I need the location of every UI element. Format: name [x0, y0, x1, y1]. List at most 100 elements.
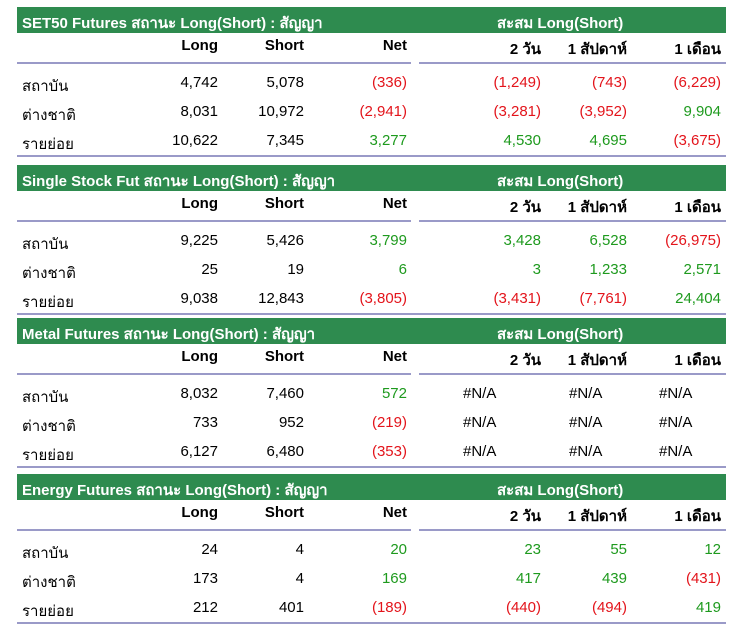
cell-short: 5,426: [266, 232, 304, 249]
column-header-net: Net: [382, 504, 407, 521]
row-label: สถาบัน: [22, 78, 69, 95]
cell-net: 3,277: [369, 132, 407, 149]
column-header-short: Short: [264, 37, 304, 54]
cell-net: 6: [398, 261, 407, 278]
row-label: ต่างชาติ: [22, 418, 76, 435]
column-header-net: Net: [382, 348, 407, 365]
column-header-d2: 2 วัน: [509, 199, 541, 216]
cell-d2: #N/A: [463, 385, 497, 402]
column-header-d2: 2 วัน: [509, 508, 541, 525]
table-row: สถาบัน 8,032 7,460 572 #N/A #N/A #N/A: [17, 381, 726, 409]
row-label: สถาบัน: [22, 236, 69, 253]
column-header-w1: 1 สัปดาห์: [567, 41, 627, 58]
cell-w1: #N/A: [569, 414, 603, 431]
cell-short: 4: [295, 570, 304, 587]
table-row: ต่างชาติ 733 952 (219) #N/A #N/A #N/A: [17, 410, 726, 438]
column-header-w1: 1 สัปดาห์: [567, 508, 627, 525]
header-rule-right: [419, 220, 726, 222]
cell-m1: (6,229): [673, 74, 721, 91]
column-header-w1: 1 สัปดาห์: [567, 199, 627, 216]
bottom-rule: [17, 313, 726, 315]
cell-d2: (1,249): [493, 74, 541, 91]
cell-d2: (3,281): [493, 103, 541, 120]
cell-net: (219): [371, 414, 407, 431]
cell-d2: #N/A: [463, 414, 497, 431]
accum-label: สะสม Long(Short): [497, 15, 624, 32]
column-header-long: Long: [181, 195, 218, 212]
cell-w1: #N/A: [569, 385, 603, 402]
cell-long: 4,742: [180, 74, 218, 91]
row-label: รายย่อย: [22, 447, 74, 464]
cell-short: 7,460: [266, 385, 304, 402]
row-label: ต่างชาติ: [22, 265, 76, 282]
cell-m1: 9,904: [683, 103, 721, 120]
cell-w1: 55: [610, 541, 627, 558]
table-row: รายย่อย 6,127 6,480 (353) #N/A #N/A #N/A: [17, 439, 726, 467]
cell-w1: (3,952): [579, 103, 627, 120]
section-title: SET50 Futures สถานะ Long(Short) : สัญญา: [22, 15, 323, 32]
table-row: รายย่อย 212 401 (189) (440) (494) 419: [17, 595, 726, 623]
cell-m1: #N/A: [659, 414, 693, 431]
cell-m1: #N/A: [659, 385, 693, 402]
row-label: ต่างชาติ: [22, 107, 76, 124]
bottom-rule: [17, 155, 726, 157]
row-label: สถาบัน: [22, 389, 69, 406]
cell-short: 5,078: [266, 74, 304, 91]
table-row: สถาบัน 9,225 5,426 3,799 3,428 6,528 (26,975): [17, 228, 726, 256]
section-block: Metal Futures สถานะ Long(Short) : สัญญาส…: [17, 318, 726, 468]
header-rule-left: [17, 529, 411, 531]
cell-short: 12,843: [258, 290, 304, 307]
cell-net: (189): [371, 599, 407, 616]
header-rule-left: [17, 62, 411, 64]
cell-long: 6,127: [180, 443, 218, 460]
cell-short: 10,972: [258, 103, 304, 120]
column-header-long: Long: [181, 37, 218, 54]
column-header-net: Net: [382, 37, 407, 54]
cell-w1: #N/A: [569, 443, 603, 460]
cell-m1: (431): [685, 570, 721, 587]
column-header-short: Short: [264, 504, 304, 521]
cell-net: 3,799: [369, 232, 407, 249]
cell-short: 4: [295, 541, 304, 558]
cell-d2: 4,530: [503, 132, 541, 149]
cell-d2: 3,428: [503, 232, 541, 249]
section-header: Metal Futures สถานะ Long(Short) : สัญญา ส…: [17, 318, 726, 344]
cell-d2: (3,431): [493, 290, 541, 307]
cell-w1: 1,233: [589, 261, 627, 278]
cell-long: 212: [192, 599, 218, 616]
cell-m1: 12: [704, 541, 721, 558]
column-header-m1: 1 เดือน: [674, 508, 721, 525]
column-header-m1: 1 เดือน: [674, 352, 721, 369]
cell-d2: (440): [505, 599, 541, 616]
row-label: รายย่อย: [22, 136, 74, 153]
cell-long: 9,038: [180, 290, 218, 307]
cell-short: 401: [278, 599, 304, 616]
table-row: รายย่อย 9,038 12,843 (3,805) (3,431) (7,761) 2…: [17, 286, 726, 314]
column-header-long: Long: [181, 348, 218, 365]
cell-d2: #N/A: [463, 443, 497, 460]
header-rule-right: [419, 529, 726, 531]
section-block: Energy Futures สถานะ Long(Short) : สัญญา…: [17, 474, 726, 624]
header-rule-right: [419, 373, 726, 375]
cell-w1: 4,695: [589, 132, 627, 149]
cell-short: 19: [287, 261, 304, 278]
cell-net: (3,805): [359, 290, 407, 307]
header-rule-left: [17, 373, 411, 375]
column-header-m1: 1 เดือน: [674, 41, 721, 58]
cell-short: 6,480: [266, 443, 304, 460]
section-block: SET50 Futures สถานะ Long(Short) : สัญญาส…: [17, 7, 726, 157]
cell-m1: 419: [695, 599, 721, 616]
section-title: Metal Futures สถานะ Long(Short) : สัญญา: [22, 326, 316, 343]
header-rule-right: [419, 62, 726, 64]
cell-long: 8,031: [180, 103, 218, 120]
section-block: Single Stock Fut สถานะ Long(Short) : สัญ…: [17, 165, 726, 315]
row-label: ต่างชาติ: [22, 574, 76, 591]
cell-m1: 24,404: [675, 290, 721, 307]
cell-w1: (7,761): [579, 290, 627, 307]
cell-w1: (494): [591, 599, 627, 616]
column-header-m1: 1 เดือน: [674, 199, 721, 216]
cell-net: (353): [371, 443, 407, 460]
accum-label: สะสม Long(Short): [497, 326, 624, 343]
cell-d2: 3: [532, 261, 541, 278]
row-label: รายย่อย: [22, 603, 74, 620]
